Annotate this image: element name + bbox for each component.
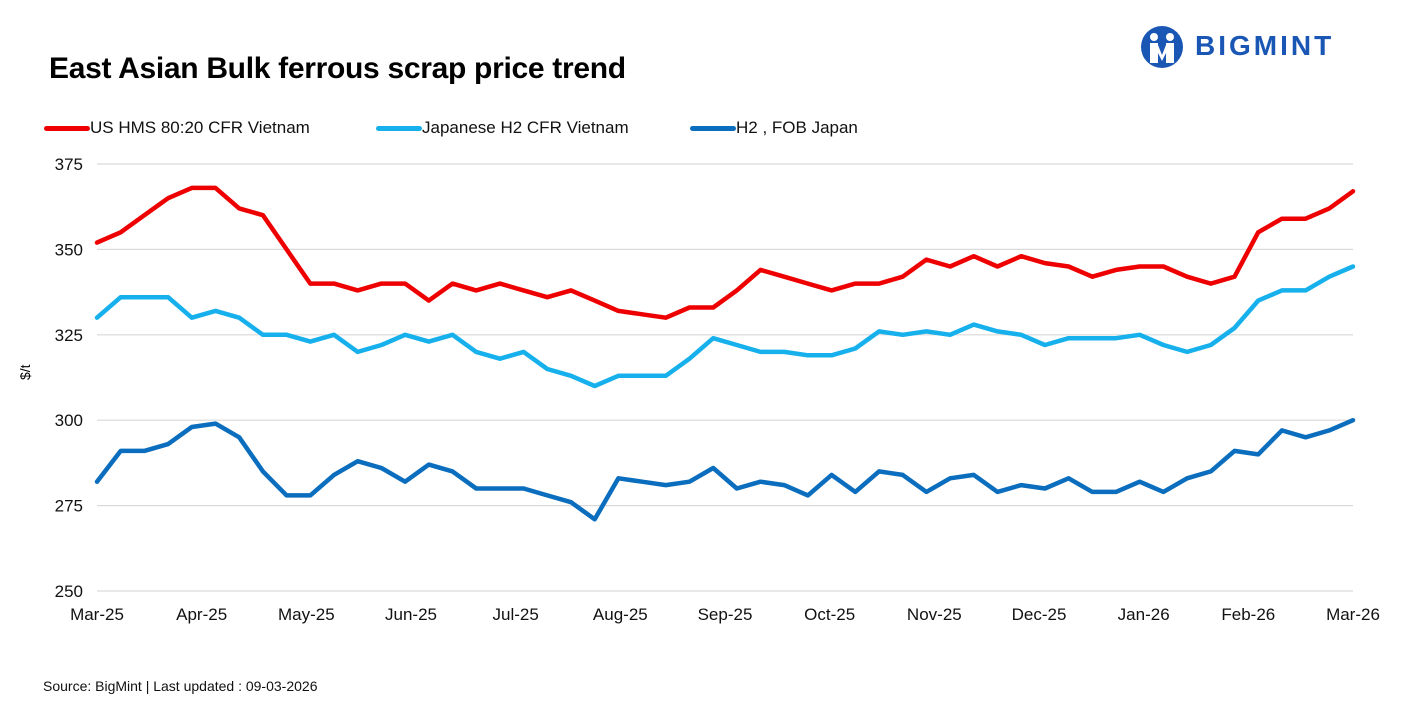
- y-tick-label-350: 350: [55, 240, 83, 259]
- legend-swatch-h2-fob: [690, 126, 736, 131]
- x-tick-label-sep-25: Sep-25: [698, 605, 753, 624]
- source-note: Source: BigMint | Last updated : 09-03-2…: [43, 678, 318, 694]
- legend-label-us-hms: US HMS 80:20 CFR Vietnam: [90, 118, 310, 137]
- legend-swatch-japanese-h2-cfr: [376, 126, 422, 131]
- bigmint-logo: BIGMINT: [1141, 24, 1371, 70]
- legend-label-japanese-h2-cfr: Japanese H2 CFR Vietnam: [422, 118, 629, 137]
- legend-swatch-us-hms: [44, 126, 90, 131]
- y-tick-label-375: 375: [55, 155, 83, 174]
- logo-wordmark: BIGMINT: [1195, 30, 1335, 61]
- x-tick-label-mar-25: Mar-25: [70, 605, 124, 624]
- x-tick-label-mar-26: Mar-26: [1326, 605, 1380, 624]
- x-tick-label-may-25: May-25: [278, 605, 335, 624]
- y-tick-label-275: 275: [55, 497, 83, 516]
- y-tick-label-300: 300: [55, 411, 83, 430]
- x-tick-label-jan-26: Jan-26: [1118, 605, 1170, 624]
- series-line-us-hms-80-20-cfr-vietnam: [94, 185, 1356, 320]
- series-line-h2-fob-japan: [94, 417, 1356, 522]
- x-tick-label-aug-25: Aug-25: [593, 605, 648, 624]
- chart-title: East Asian Bulk ferrous scrap price tren…: [49, 52, 626, 85]
- x-tick-label-dec-25: Dec-25: [1012, 605, 1067, 624]
- x-tick-label-jul-25: Jul-25: [493, 605, 539, 624]
- bigmint-logo-icon: [1141, 26, 1183, 68]
- x-tick-label-apr-25: Apr-25: [176, 605, 227, 624]
- x-tick-label-jun-25: Jun-25: [385, 605, 437, 624]
- x-tick-label-oct-25: Oct-25: [804, 605, 855, 624]
- x-tick-label-nov-25: Nov-25: [907, 605, 962, 624]
- y-tick-label-250: 250: [55, 582, 83, 601]
- y-tick-label-325: 325: [55, 326, 83, 345]
- legend-label-h2-fob: H2 , FOB Japan: [736, 118, 858, 137]
- x-tick-label-feb-26: Feb-26: [1221, 605, 1275, 624]
- series-line-japanese-h2-cfr-vietnam: [94, 264, 1356, 389]
